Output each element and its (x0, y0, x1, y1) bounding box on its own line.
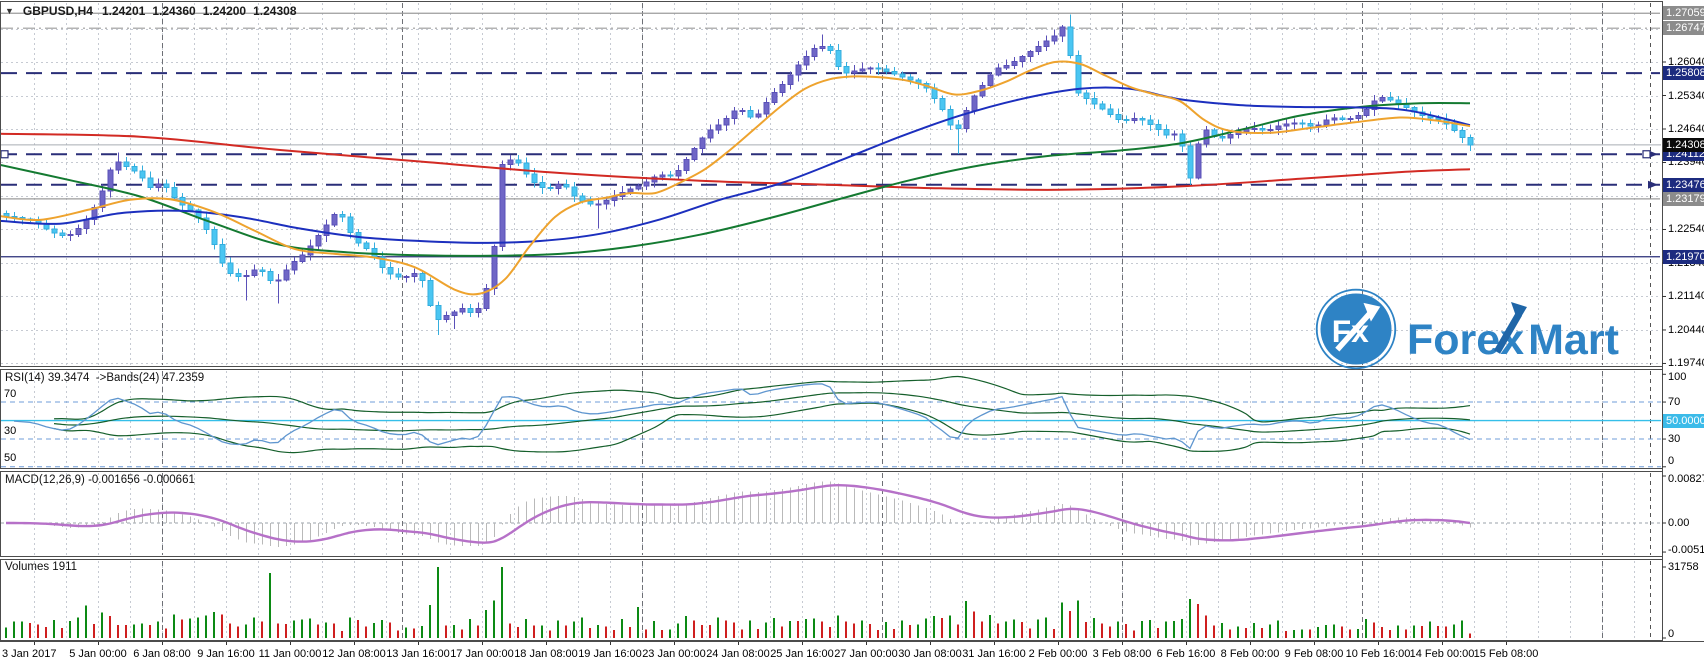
logo-arrow-icon (1494, 302, 1528, 354)
ohlc-low: 1.24200 (202, 4, 247, 18)
ohlc-high: 1.24360 (152, 4, 196, 18)
ma-red (0, 132, 1471, 191)
rsi-pane (1, 375, 1661, 468)
volumes-indicator-label: Volumes 1911 (5, 561, 78, 573)
ma-green (0, 101, 1471, 257)
rsi-indicator-label: RSI(14) 39.3474 ->Bands(24) 47.2359 (5, 372, 205, 384)
grid-lines (1, 3, 1661, 639)
dropdown-icon[interactable]: ▼ (5, 6, 14, 16)
pane-borders (0, 1, 1704, 645)
level-lines (0, 12, 1661, 258)
ma-blue (0, 86, 1471, 244)
symbol-label: GBPUSD,H4 (22, 4, 93, 18)
moving-averages (0, 60, 1471, 296)
logo-mart-text: Mart (1528, 316, 1619, 364)
chart-title: ▼ GBPUSD,H4 1.24201 1.24360 1.24200 1.24… (5, 4, 297, 18)
ohlc-open: 1.24201 (101, 4, 146, 18)
macd-indicator-label: MACD(12,26,9) -0.001656 -0.000661 (5, 474, 195, 486)
ma-orange (0, 60, 1471, 296)
volumes-pane (5, 567, 1471, 638)
forexmart-logo-icon: Fx (1315, 288, 1397, 370)
ohlc-close: 1.24308 (253, 4, 297, 18)
macd-pane (1, 481, 1661, 547)
